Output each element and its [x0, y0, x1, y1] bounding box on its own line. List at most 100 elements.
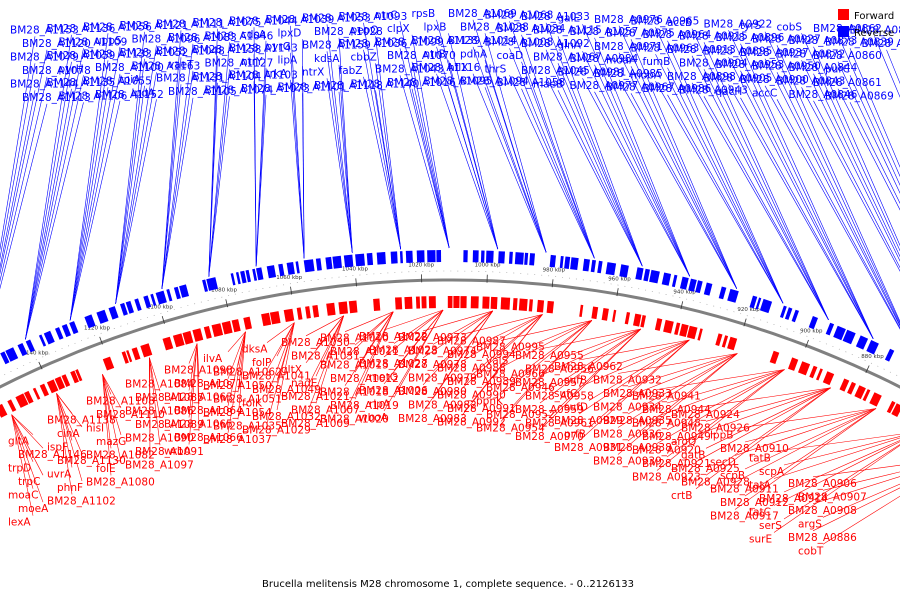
forward-connector: [188, 343, 198, 391]
reverse-gene-label: BM28_A0882: [862, 38, 900, 50]
forward-gene: [39, 383, 49, 397]
forward-connector: [822, 471, 900, 491]
forward-connector: [188, 343, 198, 445]
reverse-connector: [161, 84, 182, 290]
forward-gene-label: aroQ: [671, 436, 696, 448]
reverse-gene-label: BM28_A1056: [83, 21, 152, 33]
reverse-connector: [208, 69, 230, 277]
reverse-gene-label: BM28_A0873: [789, 35, 858, 47]
reverse-gene-label: lpdA: [132, 87, 156, 99]
forward-gene-label: BM28_A0939: [593, 456, 662, 468]
forward-gene-label: BM28_A1029: [242, 425, 311, 437]
forward-connector: [56, 393, 83, 481]
tick-mark: [355, 278, 357, 287]
reverse-connector: [594, 37, 690, 277]
forward-connector: [510, 320, 593, 355]
forward-gene: [404, 296, 413, 309]
forward-gene: [192, 328, 204, 342]
forward-gene-label: BM28_A0949: [642, 431, 711, 443]
tick-mark: [38, 361, 43, 370]
reverse-gene: [240, 270, 247, 284]
forward-gene: [326, 302, 336, 316]
reverse-gene-label: BM28_A1113: [22, 92, 91, 104]
reverse-gene-label: BM28_A1101: [278, 81, 347, 93]
forward-gene-label: BM28_A1097: [125, 460, 194, 472]
reverse-gene: [278, 263, 285, 277]
tick-label: 920 kbp: [737, 307, 760, 313]
forward-gene: [7, 399, 17, 412]
forward-connector: [744, 408, 877, 470]
forward-connector-lines: [11, 309, 900, 545]
forward-gene-label: BM28_A0914: [759, 493, 828, 505]
tick-mark: [616, 288, 619, 297]
reverse-gene-label: pdhA: [460, 48, 488, 60]
reverse-connector: [703, 42, 829, 321]
reverse-gene-label: BM28_A0967: [606, 81, 675, 93]
reverse-connector: [484, 60, 547, 253]
reverse-gene: [661, 272, 672, 286]
map-caption: Brucella melitensis M28 chromosome 1, co…: [262, 579, 634, 590]
forward-gene: [891, 403, 900, 417]
reverse-connector: [255, 94, 267, 267]
forward-gene-label: BM28_A0990: [437, 389, 506, 401]
forward-gene: [54, 376, 66, 390]
forward-gene-label: BM28_A0936: [593, 429, 662, 441]
forward-connector: [305, 315, 344, 417]
forward-gene: [231, 319, 241, 333]
reverse-connector: [25, 48, 84, 340]
reverse-gene-label: BM28_A1143: [229, 42, 298, 54]
reverse-gene-label: BM28_A1153: [10, 24, 79, 36]
reverse-gene-label: ntrC: [375, 9, 397, 21]
forward-connector: [812, 476, 900, 505]
forward-connector: [627, 353, 738, 388]
forward-gene-label: rlpA: [369, 399, 391, 411]
forward-gene-label: BM28_A1146: [18, 449, 87, 461]
reverse-gene-label: BM28_A0976: [594, 14, 663, 26]
forward-connector: [393, 309, 444, 344]
forward-gene-label: BM28_A0931: [554, 442, 623, 454]
forward-gene: [460, 296, 467, 309]
reverse-gene-label: BM28_A1144: [10, 78, 79, 90]
reverse-gene-label: BM28_A0971: [594, 41, 663, 53]
forward-gene-label: BM28_A0944: [642, 404, 711, 416]
forward-gene-label: BM28_A0992: [437, 416, 506, 428]
forward-gene-label: BM28_A0917: [710, 511, 779, 523]
forward-connector: [305, 315, 344, 390]
reverse-connector: [25, 61, 72, 340]
reverse-gene-label: BM28_A0905: [704, 72, 773, 84]
forward-gene: [221, 320, 233, 335]
reverse-gene-label: BM28_A0964: [643, 29, 712, 41]
forward-gene-label: scpB: [720, 470, 745, 482]
reverse-connector: [545, 22, 643, 267]
reverse-connector: [691, 28, 829, 321]
forward-gene-label: BM28_A1086: [125, 406, 194, 418]
reverse-gene: [332, 255, 342, 269]
forward-gene-label: BM28_A0982: [408, 399, 477, 411]
forward-connector: [56, 393, 83, 455]
reverse-connector: [375, 63, 401, 250]
tick-label: 1080 kbp: [211, 288, 237, 294]
reverse-gene-label: BM28_A0984: [570, 53, 639, 65]
forward-gene-label: wboA: [359, 412, 389, 424]
reverse-connector: [0, 63, 36, 260]
reverse-gene: [570, 257, 579, 270]
reverse-gene-label: BM28_A1136: [47, 23, 116, 35]
reverse-connector: [801, 87, 900, 272]
forward-connector: [227, 331, 246, 379]
reverse-gene: [303, 259, 315, 273]
forward-gene: [126, 350, 133, 363]
reverse-connector: [326, 24, 353, 253]
forward-gene-label: metG: [369, 372, 398, 384]
reverse-connector: [448, 33, 499, 250]
forward-gene: [624, 312, 631, 325]
reverse-gene: [480, 250, 485, 263]
forward-gene-label: valS: [486, 355, 509, 367]
forward-gene-label: BM28_A0946: [486, 382, 555, 394]
reverse-gene-label: BM28_A0839: [825, 36, 894, 48]
forward-gene-label: BM28_A0924: [671, 409, 740, 421]
reverse-gene: [256, 267, 264, 281]
reverse-connector: [509, 21, 595, 259]
forward-connector: [471, 314, 543, 376]
reverse-gene-label: BM28_A1095: [424, 75, 493, 87]
forward-gene: [686, 325, 698, 340]
